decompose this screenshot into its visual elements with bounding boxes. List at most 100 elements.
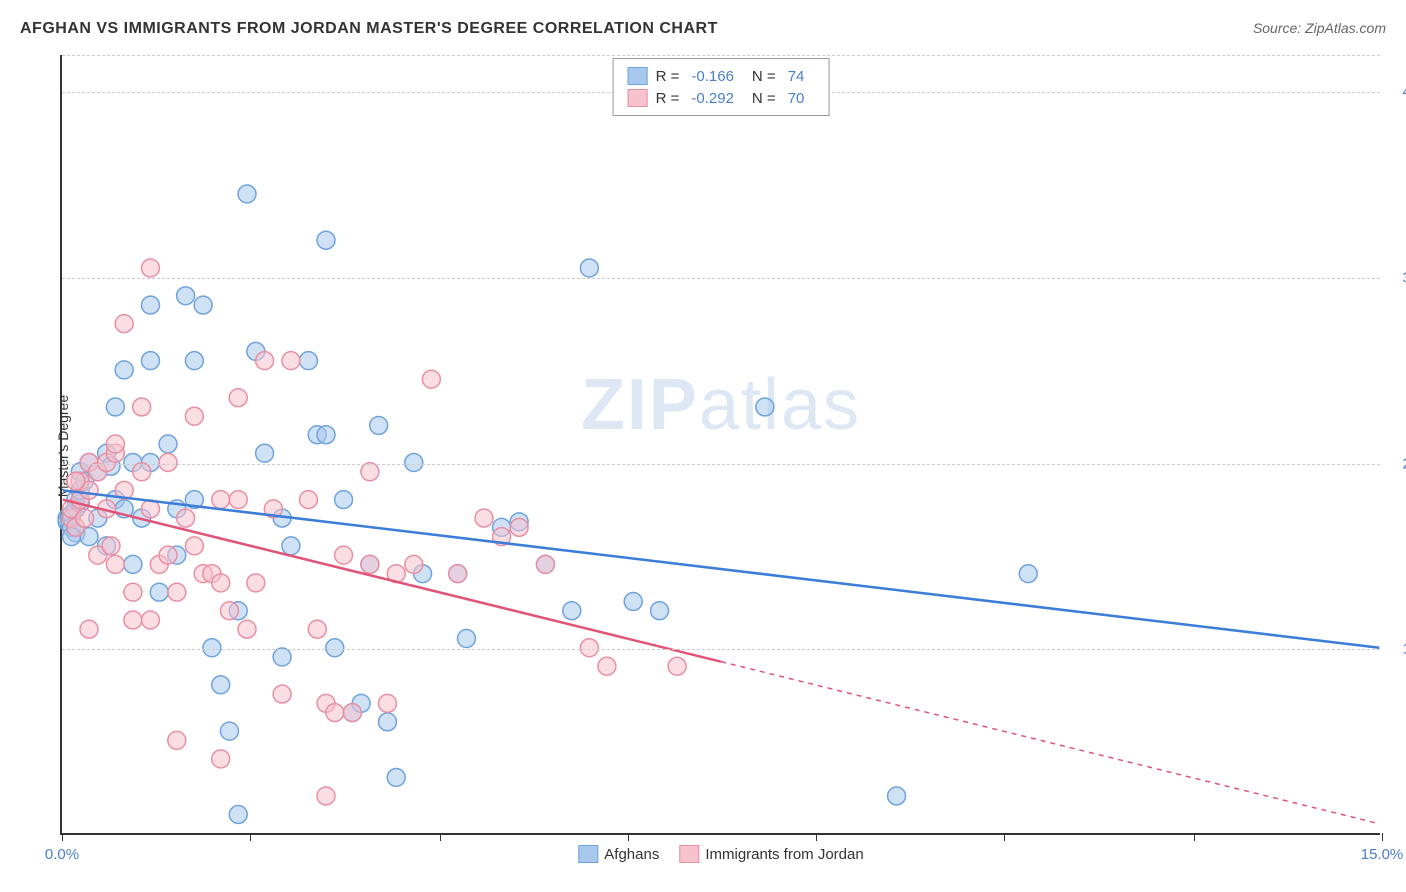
scatter-point <box>449 565 467 583</box>
scatter-point <box>159 546 177 564</box>
scatter-point <box>80 620 98 638</box>
scatter-point <box>536 555 554 573</box>
grid-line <box>62 278 1380 279</box>
legend-label: Afghans <box>604 846 659 863</box>
scatter-point <box>422 370 440 388</box>
scatter-point <box>317 787 335 805</box>
scatter-point <box>124 583 142 601</box>
x-tick <box>1004 833 1005 841</box>
x-tick <box>1194 833 1195 841</box>
scatter-point <box>115 315 133 333</box>
scatter-point <box>212 676 230 694</box>
scatter-point <box>580 259 598 277</box>
scatter-point <box>317 426 335 444</box>
scatter-point <box>212 574 230 592</box>
n-label: N = <box>752 90 776 107</box>
scatter-point <box>141 296 159 314</box>
scatter-point <box>106 555 124 573</box>
y-tick-label: 20.0% <box>1385 455 1406 472</box>
scatter-point <box>133 463 151 481</box>
scatter-point <box>335 491 353 509</box>
scatter-point <box>756 398 774 416</box>
scatter-point <box>378 713 396 731</box>
x-tick <box>440 833 441 841</box>
scatter-point <box>282 537 300 555</box>
scatter-point <box>387 768 405 786</box>
x-tick <box>628 833 629 841</box>
scatter-point <box>247 574 265 592</box>
scatter-point <box>185 537 203 555</box>
scatter-point <box>888 787 906 805</box>
scatter-point <box>256 444 274 462</box>
x-tick <box>1382 833 1383 841</box>
legend-swatch <box>578 845 598 863</box>
scatter-point <box>106 398 124 416</box>
scatter-point <box>317 231 335 249</box>
scatter-point <box>580 639 598 657</box>
scatter-point <box>124 555 142 573</box>
scatter-point <box>229 389 247 407</box>
r-value-afghans: -0.166 <box>691 68 734 85</box>
plot-area: ZIPatlas R = -0.166 N = 74 R = -0.292 N … <box>60 55 1380 835</box>
scatter-point <box>177 287 195 305</box>
scatter-point <box>238 620 256 638</box>
scatter-point <box>168 731 186 749</box>
scatter-point <box>185 352 203 370</box>
r-value-jordan: -0.292 <box>691 90 734 107</box>
trend-line-dashed <box>721 662 1379 824</box>
swatch-jordan <box>628 89 648 107</box>
scatter-point <box>76 509 94 527</box>
scatter-point <box>229 491 247 509</box>
scatter-point <box>326 639 344 657</box>
scatter-point <box>220 602 238 620</box>
scatter-point <box>106 435 124 453</box>
scatter-point <box>185 407 203 425</box>
scatter-point <box>141 259 159 277</box>
trend-line <box>63 490 1380 647</box>
source-attribution: Source: ZipAtlas.com <box>1253 20 1386 36</box>
scatter-svg <box>62 55 1380 833</box>
scatter-point <box>256 352 274 370</box>
scatter-point <box>361 555 379 573</box>
scatter-point <box>405 454 423 472</box>
legend-item: Immigrants from Jordan <box>679 845 863 863</box>
scatter-point <box>212 491 230 509</box>
grid-line <box>62 649 1380 650</box>
scatter-point <box>124 611 142 629</box>
scatter-point <box>141 611 159 629</box>
scatter-point <box>405 555 423 573</box>
legend-item: Afghans <box>578 845 659 863</box>
scatter-point <box>102 537 120 555</box>
scatter-point <box>229 805 247 823</box>
scatter-point <box>133 398 151 416</box>
scatter-point <box>343 704 361 722</box>
grid-line <box>62 55 1380 56</box>
scatter-point <box>273 648 291 666</box>
x-tick <box>62 833 63 841</box>
scatter-point <box>335 546 353 564</box>
scatter-point <box>238 185 256 203</box>
scatter-point <box>212 750 230 768</box>
scatter-point <box>159 454 177 472</box>
x-tick-label: 0.0% <box>45 846 79 863</box>
r-label: R = <box>656 68 680 85</box>
scatter-point <box>168 583 186 601</box>
legend-row-afghans: R = -0.166 N = 74 <box>628 65 815 87</box>
legend-row-jordan: R = -0.292 N = 70 <box>628 87 815 109</box>
scatter-point <box>159 435 177 453</box>
scatter-point <box>1019 565 1037 583</box>
scatter-point <box>668 657 686 675</box>
scatter-point <box>115 361 133 379</box>
scatter-point <box>370 416 388 434</box>
scatter-point <box>273 685 291 703</box>
scatter-point <box>194 296 212 314</box>
legend-swatch <box>679 845 699 863</box>
correlation-legend: R = -0.166 N = 74 R = -0.292 N = 70 <box>613 58 830 116</box>
scatter-point <box>177 509 195 527</box>
series-legend: Afghans Immigrants from Jordan <box>578 845 863 863</box>
scatter-point <box>67 472 85 490</box>
trend-line <box>63 500 721 662</box>
scatter-point <box>299 491 317 509</box>
scatter-point <box>651 602 669 620</box>
grid-line <box>62 464 1380 465</box>
